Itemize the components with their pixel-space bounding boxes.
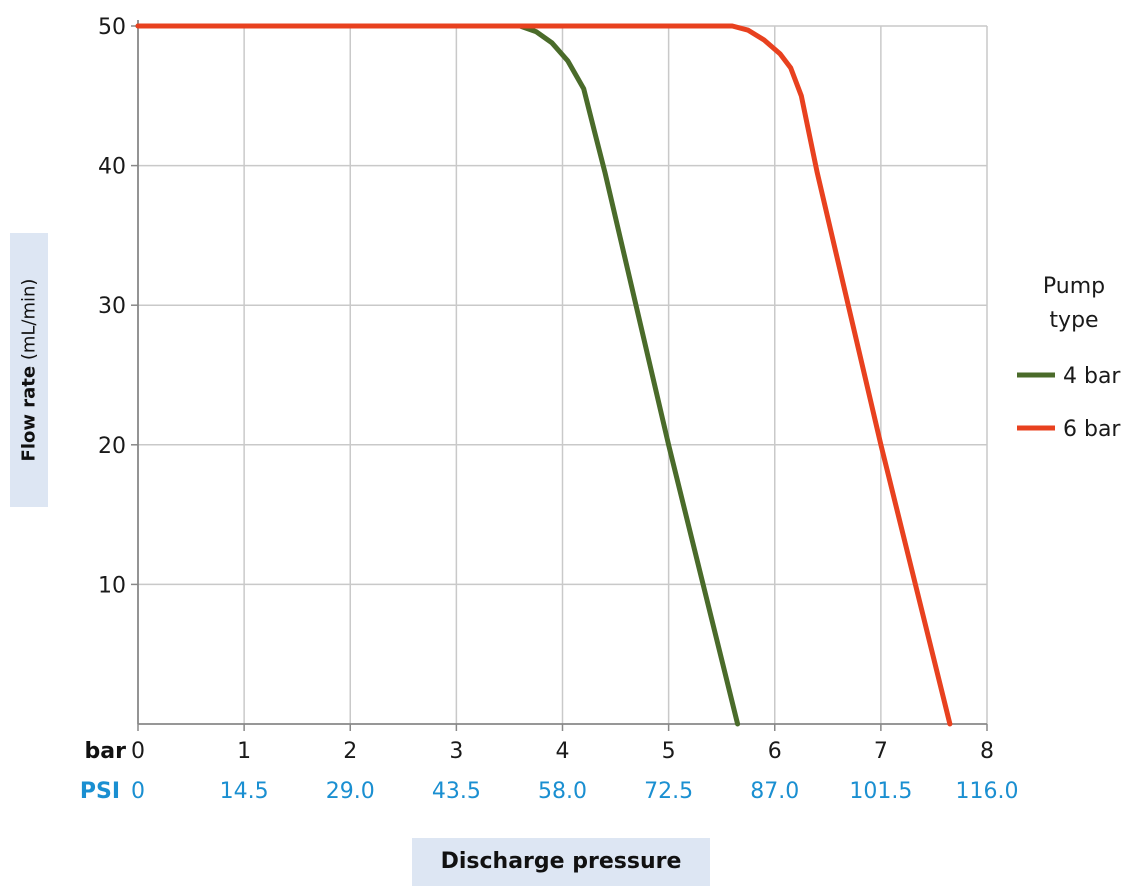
psi-tick-label-2: 29.0 [326, 779, 375, 804]
psi-tick-label-8: 116.0 [956, 779, 1019, 804]
y-axis-label-box [10, 233, 48, 507]
legend-title-line2: type [1049, 308, 1098, 333]
y-axis-label-unit: (mL/min) [18, 278, 40, 361]
legend-label-4bar: 4 bar [1063, 364, 1121, 389]
x-tick-label-3: 3 [449, 739, 463, 764]
psi-tick-label-5: 72.5 [644, 779, 693, 804]
y-tick-label-4: 50 [98, 15, 126, 40]
psi-tick-label-1: 14.5 [220, 779, 269, 804]
y-tick-label-3: 40 [98, 155, 126, 180]
x-tick-label-1: 1 [237, 739, 251, 764]
y-axis-label: Flow rate (mL/min) [19, 279, 40, 462]
psi-tick-label-4: 58.0 [538, 779, 587, 804]
x-tick-label-2: 2 [343, 739, 357, 764]
x-tick-label-0: 0 [131, 739, 145, 764]
y-tick-labels: 10 20 30 40 50 [98, 15, 126, 598]
x-unit-bar: bar [85, 739, 127, 764]
x-tick-label-5: 5 [662, 739, 676, 764]
y-tick-label-2: 30 [98, 294, 126, 319]
psi-tick-label-3: 43.5 [432, 779, 481, 804]
x-axis-label: Discharge pressure [440, 849, 682, 874]
x-tick-labels: 0 1 2 3 4 5 6 7 8 [131, 739, 994, 764]
legend: Pump type 4 bar 6 bar [1017, 274, 1121, 442]
series-line-6bar [135, 23, 953, 727]
x-tick-label-7: 7 [874, 739, 888, 764]
x-tick-label-8: 8 [980, 739, 994, 764]
psi-tick-label-7: 101.5 [849, 779, 912, 804]
axes [131, 20, 988, 731]
x-axis-label-box: Discharge pressure [412, 838, 710, 886]
legend-title-line1: Pump [1043, 274, 1105, 299]
legend-label-6bar: 6 bar [1063, 417, 1121, 442]
x-tick-label-4: 4 [556, 739, 570, 764]
series-lines [135, 23, 953, 727]
y-axis-label-main: Flow rate [18, 365, 40, 462]
psi-tick-labels: 0 14.5 29.0 43.5 58.0 72.5 87.0 101.5 116.0 [131, 779, 1018, 804]
y-tick-label-0: 10 [98, 573, 126, 598]
psi-tick-label-0: 0 [131, 779, 145, 804]
y-tick-label-1: 20 [98, 434, 126, 459]
grid [138, 25, 988, 724]
x-tick-label-6: 6 [768, 739, 782, 764]
psi-tick-label-6: 87.0 [750, 779, 799, 804]
x-unit-psi: PSI [80, 779, 120, 804]
series-line-4bar [135, 23, 741, 727]
